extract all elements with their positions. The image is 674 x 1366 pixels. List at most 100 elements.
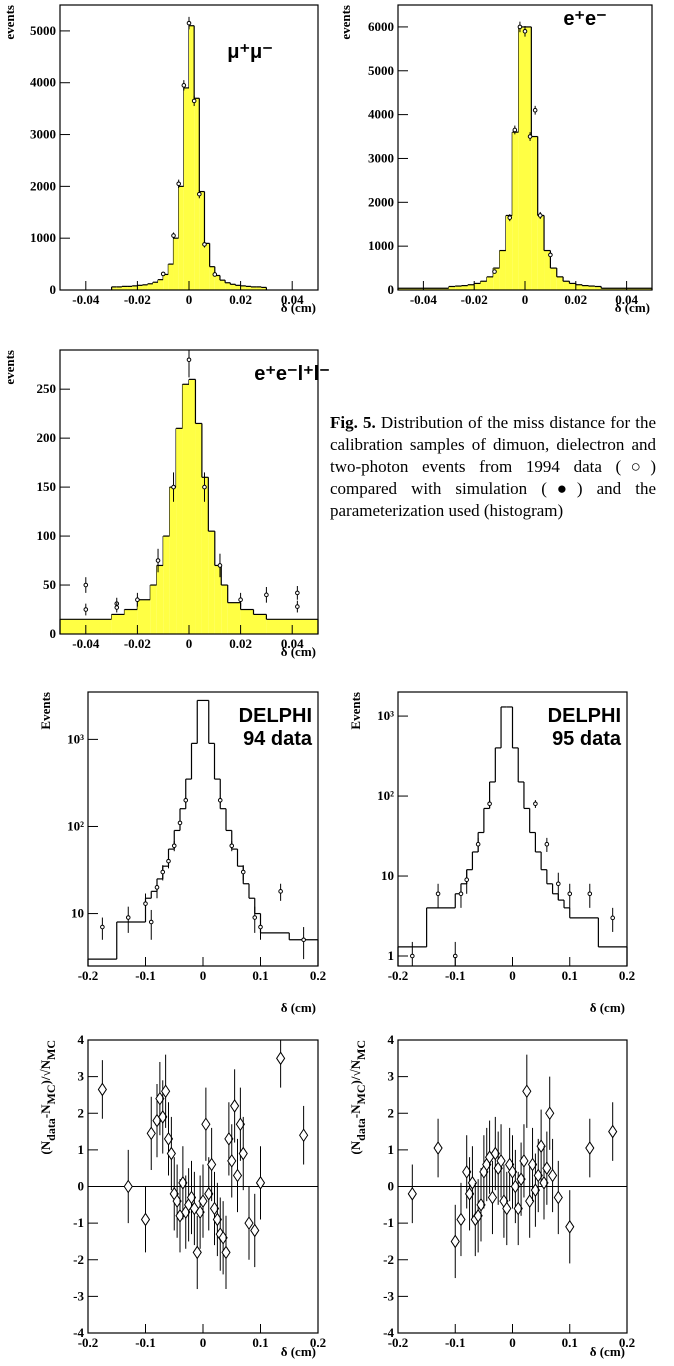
data-point	[202, 242, 207, 247]
annotation: DELPHI	[548, 705, 621, 727]
y-axis-label-part: -N	[38, 1104, 53, 1118]
data-point	[177, 820, 183, 826]
bar	[132, 285, 138, 290]
data-point	[197, 191, 202, 197]
y-tick-label: -4	[73, 1325, 84, 1340]
bar	[493, 268, 500, 290]
data-point	[135, 597, 140, 603]
x-tick-label: 0.2	[310, 968, 326, 983]
y-tick-label: 10	[381, 868, 394, 883]
bar	[525, 26, 532, 291]
y-tick-label: 10	[71, 906, 84, 921]
data-point	[556, 881, 561, 887]
data-point	[160, 271, 166, 277]
data-point	[166, 1146, 176, 1161]
x-tick-label: 0	[200, 968, 207, 983]
x-tick-label: 0	[186, 636, 193, 651]
bar	[209, 266, 215, 290]
x-tick-label: -0.2	[78, 1335, 99, 1350]
y-tick-label: 1000	[30, 230, 56, 245]
panel: -0.04 -0.02 0 0.02 0.04 0 1000 2000 3000 4000 5000…	[2, 4, 319, 315]
data-point	[299, 1128, 309, 1143]
y-axis-label-part: MC	[44, 1040, 58, 1060]
data-point	[295, 590, 300, 596]
x-axis-label: δ (cm)	[615, 300, 650, 315]
y-tick-label: 10³	[377, 708, 394, 723]
data-point	[207, 1157, 217, 1172]
data-point	[456, 1212, 466, 1227]
y-tick-label: 5000	[368, 63, 394, 78]
data-point	[467, 1175, 478, 1190]
data-point	[435, 891, 441, 897]
bar	[235, 285, 241, 290]
data-point	[161, 1084, 171, 1099]
x-tick-label: 0.1	[252, 968, 268, 983]
y-axis-label-part: events	[2, 5, 17, 40]
y-tick-label: 50	[43, 577, 56, 592]
y-tick-label: 3	[78, 1069, 85, 1084]
bar	[178, 186, 184, 290]
data-point	[148, 919, 154, 925]
x-tick-label: 0.04	[615, 292, 638, 307]
x-tick-label: -0.04	[72, 292, 100, 307]
data-point	[176, 181, 181, 187]
data-point	[83, 607, 89, 612]
bar	[189, 379, 196, 634]
data-point	[250, 1223, 260, 1238]
y-axis-label: Events	[348, 692, 363, 730]
data-point	[171, 484, 176, 490]
data-point	[522, 29, 528, 34]
y-tick-label: 1	[388, 948, 395, 963]
x-axis-label: δ (cm)	[590, 1000, 625, 1015]
y-tick-label: 2000	[368, 194, 394, 209]
data-point	[221, 1245, 231, 1260]
x-tick-label: 0.02	[229, 636, 252, 651]
bar	[505, 215, 513, 290]
data-point	[181, 83, 187, 88]
bar	[588, 286, 595, 290]
bar	[240, 609, 254, 634]
data-point	[585, 1141, 595, 1155]
y-tick-label: 3	[388, 1069, 395, 1084]
x-tick-label: 0.2	[310, 1335, 326, 1350]
bar	[124, 609, 138, 634]
y-tick-label: 0	[388, 282, 395, 297]
data-point	[527, 134, 533, 139]
data-point	[143, 901, 148, 906]
x-tick-label: 0.1	[252, 1335, 268, 1350]
data-point	[464, 877, 470, 882]
x-tick-label: 0.04	[281, 292, 304, 307]
data-point	[547, 1168, 558, 1183]
panel: -0.04 -0.02 0 0.02 0.04 0 1000 2000 3000 4000 5000…	[338, 4, 653, 315]
data-point	[496, 1153, 506, 1168]
x-tick-label: 0.02	[229, 292, 252, 307]
y-axis-label-part: events	[338, 5, 353, 40]
bar	[253, 614, 267, 634]
caption-text: Distribution of the miss distance for th…	[330, 413, 657, 520]
caption-label: Fig. 5.	[330, 413, 376, 432]
data-point	[238, 597, 243, 603]
data-point	[114, 605, 120, 610]
data-point	[610, 915, 615, 921]
bar	[111, 286, 117, 290]
x-tick-label: 0	[200, 1335, 207, 1350]
y-axis-label-part: events	[2, 350, 17, 385]
bar	[214, 565, 222, 634]
y-tick-label: 0	[388, 1179, 395, 1194]
bar	[486, 276, 494, 290]
data-point	[544, 841, 550, 847]
bar	[531, 136, 538, 290]
bar	[512, 132, 519, 290]
x-tick-label: 0.1	[562, 1335, 578, 1350]
bar	[201, 477, 209, 634]
bar	[221, 585, 228, 634]
bar	[204, 243, 210, 290]
bar	[499, 250, 506, 290]
bar	[214, 275, 220, 290]
data-point	[192, 1245, 202, 1260]
y-tick-label: 10³	[67, 731, 84, 746]
y-tick-label: 2000	[30, 178, 56, 193]
data-point	[522, 1084, 532, 1099]
bar	[137, 599, 151, 634]
